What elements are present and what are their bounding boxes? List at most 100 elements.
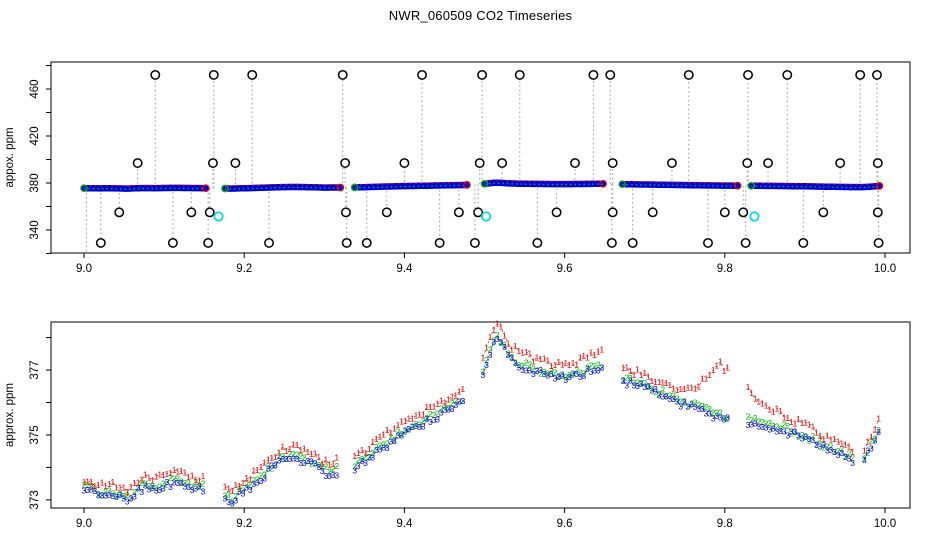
series-2-glyph: 2	[578, 368, 583, 378]
series-2-glyph: 2	[107, 485, 112, 495]
series-2-glyph: 2	[628, 373, 633, 383]
series-1-glyph: 1	[495, 319, 500, 329]
series-2-glyph: 2	[657, 389, 662, 399]
series-2-glyph: 2	[632, 378, 637, 388]
calibration-spike-marker	[627, 237, 638, 248]
series-2-glyph: 2	[280, 451, 285, 461]
series-3-glyph: 3	[443, 405, 448, 415]
series-2-glyph: 2	[484, 355, 489, 365]
series-1-glyph: 1	[829, 435, 834, 445]
x-tick-label: 10.0	[874, 518, 896, 530]
series-3-glyph: 3	[417, 422, 422, 432]
series-3-glyph: 3	[775, 426, 780, 436]
series-3-connector	[354, 400, 463, 471]
series-1-glyph: 1	[147, 473, 152, 483]
series-1-glyph: 1	[121, 483, 126, 493]
series-1-glyph: 1	[277, 447, 282, 457]
series-3-glyph: 3	[255, 478, 260, 488]
series-1-glyph: 1	[718, 357, 723, 367]
series-2-glyph: 2	[248, 479, 253, 489]
series-1-glyph: 1	[689, 383, 694, 393]
series-2-glyph: 2	[324, 462, 329, 472]
series-1-glyph: 1	[352, 451, 357, 461]
series-1-connector	[863, 418, 879, 451]
series-3-glyph: 3	[414, 421, 419, 431]
series-3-glyph: 3	[262, 473, 267, 483]
series-1-glyph: 1	[585, 352, 590, 362]
series-1-glyph: 1	[461, 384, 466, 394]
series-3-glyph: 3	[789, 427, 794, 437]
series-1-glyph: 1	[642, 368, 647, 378]
series-1-glyph: 1	[800, 418, 805, 428]
series-2-connector	[863, 430, 879, 459]
series-1-glyph: 1	[650, 376, 655, 386]
series-2-glyph: 2	[226, 489, 231, 499]
series-1-glyph: 1	[378, 432, 383, 442]
series-3-glyph: 3	[869, 443, 874, 453]
series-1-glyph: 1	[753, 394, 758, 404]
series-2-glyph: 2	[147, 481, 152, 491]
calibration-spike-marker	[666, 158, 677, 168]
series-3-glyph: 3	[103, 490, 108, 500]
series-2-connector	[747, 416, 853, 458]
series-3-glyph: 3	[664, 391, 669, 401]
series-3-glyph: 3	[266, 464, 271, 474]
band-end-ring	[80, 184, 88, 193]
series-3-glyph: 3	[642, 382, 647, 392]
series-1-connector	[623, 361, 728, 391]
calibration-spike-marker	[417, 69, 427, 80]
series-1-glyph: 1	[600, 344, 605, 354]
series-1-glyph: 1	[399, 417, 404, 427]
series-1-glyph: 1	[309, 449, 314, 459]
target-tank-marker	[749, 211, 760, 222]
band-end-ring	[350, 183, 359, 192]
band-red-flecks	[354, 181, 467, 186]
series-2-glyph: 2	[707, 404, 712, 414]
series-3-glyph: 3	[85, 485, 90, 495]
y-tick-label: 340	[29, 220, 41, 239]
series-2-glyph: 2	[700, 401, 705, 411]
band-green-flecks	[751, 185, 880, 189]
series-2-glyph: 2	[775, 422, 780, 432]
series-3-glyph: 3	[538, 365, 543, 375]
series-2-glyph: 2	[414, 419, 419, 429]
series-2-glyph: 2	[370, 448, 375, 458]
x-tick-label: 9.4	[396, 263, 413, 275]
series-2-glyph: 2	[491, 336, 496, 346]
series-2-glyph: 2	[309, 458, 314, 468]
series-1-glyph: 1	[100, 477, 105, 487]
series-1-glyph: 1	[646, 372, 651, 382]
series-3-glyph: 3	[432, 415, 437, 425]
series-2-glyph: 2	[664, 391, 669, 401]
series-2-glyph: 2	[760, 417, 765, 427]
top-panel: 9.0 9.2 9.4 9.6 9.8 10.0 340 380 420 460 appox. pp…	[4, 61, 911, 275]
series-1-glyph: 1	[538, 354, 543, 364]
series-1-glyph: 1	[457, 387, 462, 397]
calibration-spike-marker	[208, 69, 219, 80]
series-1-glyph: 1	[825, 430, 830, 440]
series-3-glyph: 3	[388, 436, 393, 446]
series-1-glyph: 1	[499, 322, 504, 332]
calibration-spike-marker	[855, 69, 866, 80]
series-3-glyph: 3	[839, 448, 844, 458]
series-1-glyph: 1	[796, 414, 801, 424]
calibration-spike-marker	[818, 207, 829, 218]
series-1-glyph: 1	[150, 475, 155, 485]
series-2-glyph: 2	[168, 473, 173, 483]
y-tick-label: 460	[29, 79, 41, 98]
series-3-glyph: 3	[657, 391, 662, 401]
series-2-glyph: 2	[749, 415, 754, 425]
series-3-glyph: 3	[161, 484, 166, 494]
series-1-glyph: 1	[785, 413, 790, 423]
calibration-spike-marker	[605, 69, 616, 80]
series-1-glyph: 1	[103, 481, 108, 491]
series-1-glyph: 1	[660, 377, 665, 387]
series-3-glyph: 3	[814, 440, 819, 450]
series-1-glyph: 1	[639, 370, 644, 380]
series-2-glyph: 2	[549, 365, 554, 375]
series-3-glyph: 3	[542, 369, 547, 379]
series-3-glyph: 3	[244, 482, 249, 492]
series-2-glyph: 2	[850, 452, 855, 462]
series-3-glyph: 3	[628, 376, 633, 386]
